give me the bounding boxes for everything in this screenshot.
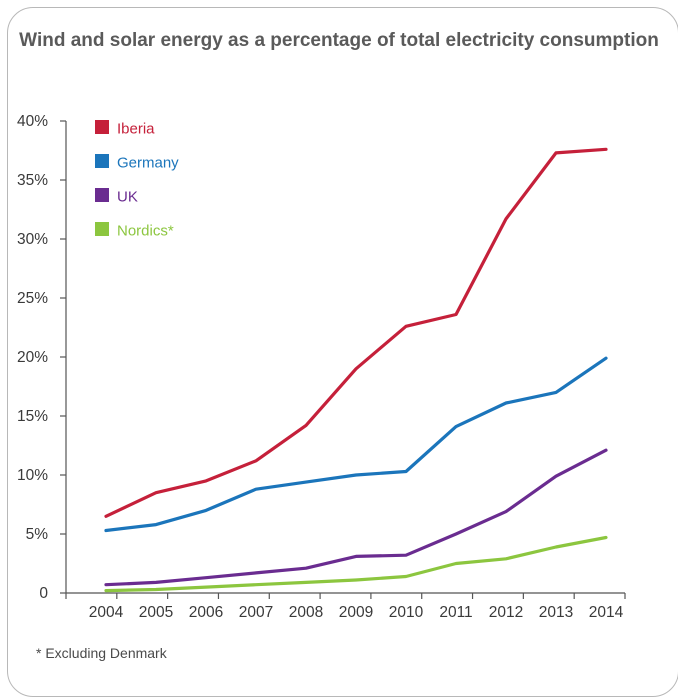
y-tick-label: 40% — [17, 113, 48, 130]
legend-label: Iberia — [117, 121, 155, 138]
chart-title: Wind and solar energy as a percentage of… — [19, 30, 659, 51]
y-tick-label: 5% — [26, 526, 49, 543]
x-tick-label: 2011 — [439, 604, 472, 621]
x-tick-label: 2013 — [539, 604, 573, 621]
x-tick-label: 2007 — [239, 604, 273, 621]
legend-label: Germany — [117, 155, 179, 172]
x-tick-label: 2006 — [189, 604, 223, 621]
series-line-germany — [104, 356, 608, 533]
series-line-iberia — [104, 147, 608, 518]
footnote: * Excluding Denmark — [36, 645, 167, 661]
y-tick-label: 10% — [17, 467, 48, 484]
legend-swatch — [95, 154, 109, 168]
y-tick-label: 0 — [39, 585, 48, 602]
legend-label: Nordics* — [117, 223, 174, 240]
x-tick-label: 2008 — [289, 604, 323, 621]
legend-swatch — [95, 120, 109, 134]
x-tick-label: 2010 — [389, 604, 424, 621]
chart-series-lines — [104, 147, 608, 593]
x-tick-label: 2005 — [139, 604, 173, 621]
chart-axes: 0 5% 10% 15% 20% 25% 30% 35% 40% 2004 2005 2006 2007… — [17, 113, 626, 621]
x-tick-label: 2012 — [489, 604, 523, 621]
chart-legend: Iberia Germany UK Nordics* — [95, 120, 179, 240]
x-tick-label: 2014 — [589, 604, 624, 621]
y-tick-label: 15% — [17, 408, 48, 425]
x-tick-label: 2004 — [89, 604, 124, 621]
y-tick-label: 25% — [17, 290, 48, 307]
legend-swatch — [95, 188, 109, 202]
y-tick-label: 20% — [17, 349, 48, 366]
series-line-nordics — [104, 535, 608, 593]
series-line-uk — [104, 448, 608, 587]
legend-swatch — [95, 222, 109, 236]
x-tick-label: 2009 — [339, 604, 373, 621]
legend-label: UK — [117, 189, 138, 206]
y-tick-label: 30% — [17, 231, 48, 248]
y-tick-label: 35% — [17, 172, 48, 189]
